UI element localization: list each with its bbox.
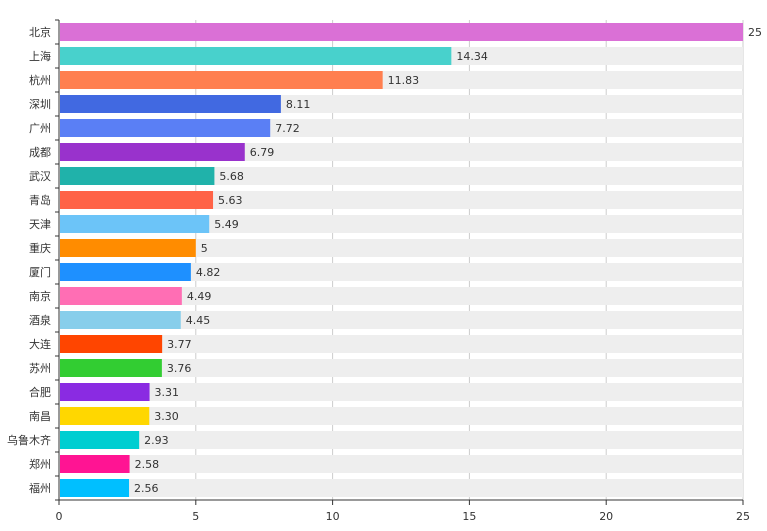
data-label-16: 3.30 (154, 410, 179, 423)
bar-6 (60, 167, 215, 185)
x-tick-label-2: 10 (326, 510, 340, 523)
data-label-12: 4.45 (186, 314, 211, 327)
category-label-1: 上海 (29, 49, 51, 63)
background-bar-16 (60, 407, 743, 425)
category-label-15: 合肥 (29, 385, 51, 399)
category-label-18: 郑州 (29, 457, 51, 471)
data-label-10: 4.82 (196, 266, 221, 279)
bar-4 (60, 119, 271, 137)
bar-19 (60, 479, 130, 497)
background-bar-19 (60, 479, 743, 497)
category-label-17: 乌鲁木齐 (7, 433, 51, 447)
data-label-17: 2.93 (144, 434, 169, 447)
background-bars (60, 23, 743, 497)
x-tick-label-4: 20 (599, 510, 613, 523)
background-bar-10 (60, 263, 743, 281)
background-bar-17 (60, 431, 743, 449)
x-axis: 0 5 10 15 20 25 (56, 499, 750, 523)
category-label-7: 青岛 (29, 193, 51, 207)
background-bar-13 (60, 335, 743, 353)
data-label-3: 8.11 (286, 98, 311, 111)
data-label-11: 4.49 (187, 290, 212, 303)
bar-17 (60, 431, 140, 449)
bar-15 (60, 383, 150, 401)
category-label-2: 杭州 (29, 73, 51, 87)
background-bar-6 (60, 167, 743, 185)
category-label-19: 福州 (29, 481, 51, 495)
bar-3 (60, 95, 281, 113)
bar-11 (60, 287, 182, 305)
background-bar-7 (60, 191, 743, 209)
data-label-15: 3.31 (155, 386, 180, 399)
data-label-19: 2.56 (134, 482, 159, 495)
bar-12 (60, 311, 181, 329)
category-label-16: 南昌 (29, 410, 51, 423)
data-bars (60, 23, 743, 497)
x-tick-label-5: 25 (736, 510, 750, 523)
category-label-6: 武汉 (29, 170, 51, 183)
background-bar-9 (60, 239, 743, 257)
category-label-9: 重庆 (29, 241, 51, 255)
category-label-3: 深圳 (29, 98, 51, 111)
data-label-18: 2.58 (135, 458, 160, 471)
bar-14 (60, 359, 162, 377)
x-tick-label-0: 0 (56, 510, 63, 523)
bar-0 (60, 23, 743, 41)
bar-9 (60, 239, 196, 257)
data-label-0: 25 (748, 26, 762, 39)
category-label-4: 广州 (29, 122, 51, 135)
y-axis: 北京上海杭州深圳广州成都武汉青岛天津重庆厦门南京酒泉大连苏州合肥南昌乌鲁木齐郑州… (7, 19, 60, 501)
category-label-10: 厦门 (29, 265, 51, 279)
background-bar-12 (60, 311, 743, 329)
category-label-14: 苏州 (29, 362, 51, 375)
data-label-9: 5 (201, 242, 208, 255)
category-label-5: 成都 (29, 146, 51, 159)
bar-13 (60, 335, 163, 353)
category-label-8: 天津 (29, 218, 51, 231)
bar-1 (60, 47, 452, 65)
background-bar-11 (60, 287, 743, 305)
bar-2 (60, 71, 383, 89)
background-bar-18 (60, 455, 743, 473)
x-tick-label-3: 15 (462, 510, 476, 523)
data-label-6: 5.68 (219, 170, 244, 183)
background-bar-8 (60, 215, 743, 233)
background-bar-14 (60, 359, 743, 377)
bar-7 (60, 191, 214, 209)
bar-18 (60, 455, 130, 473)
data-label-1: 14.34 (456, 50, 488, 63)
background-bar-15 (60, 383, 743, 401)
data-label-8: 5.49 (214, 218, 239, 231)
category-label-12: 酒泉 (29, 313, 51, 327)
bar-8 (60, 215, 210, 233)
data-label-4: 7.72 (275, 122, 300, 135)
data-label-7: 5.63 (218, 194, 243, 207)
data-label-5: 6.79 (250, 146, 275, 159)
category-label-0: 北京 (29, 25, 51, 39)
data-label-13: 3.77 (167, 338, 192, 351)
x-tick-label-1: 5 (192, 510, 199, 523)
data-labels: 25 14.34 11.83 8.11 7.726.79 5.68 5.63 5.49 5 4.8… (134, 26, 762, 495)
data-label-14: 3.76 (167, 362, 192, 375)
bar-5 (60, 143, 245, 161)
bar-16 (60, 407, 150, 425)
data-label-2: 11.83 (388, 74, 420, 87)
bar-10 (60, 263, 191, 281)
category-label-13: 大连 (29, 337, 51, 351)
grid-lines (195, 20, 744, 500)
category-label-11: 南京 (29, 289, 51, 303)
